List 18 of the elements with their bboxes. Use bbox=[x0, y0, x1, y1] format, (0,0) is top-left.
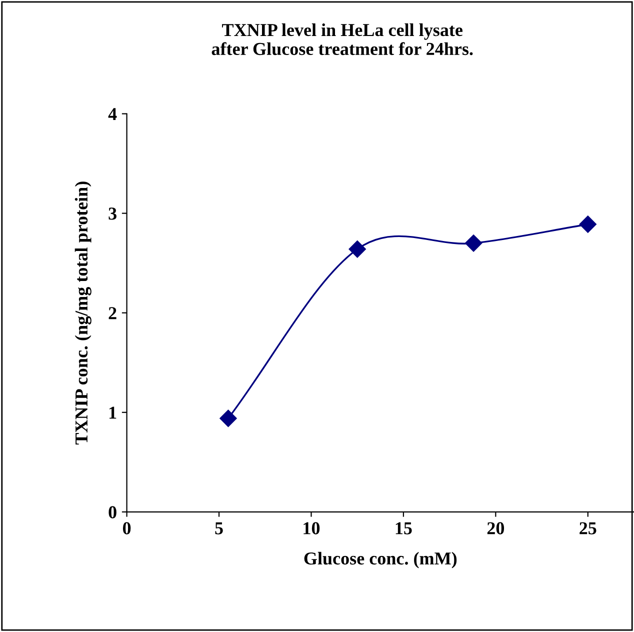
x-axis-title: Glucose conc. (mM) bbox=[304, 552, 457, 568]
y-tick-label: 2 bbox=[108, 307, 116, 320]
point bbox=[220, 410, 237, 427]
y-tick-label: 0 bbox=[108, 506, 116, 518]
x-tick-label: 15 bbox=[396, 522, 412, 534]
point bbox=[464, 234, 482, 252]
y-tick-label: 4 bbox=[108, 108, 117, 120]
y-tick-label: 3 bbox=[108, 208, 116, 220]
point bbox=[348, 240, 366, 258]
x-tick-label: 10 bbox=[304, 522, 320, 534]
chart-title: TXNIP level in HeLa cell lysate after Glucose treatment for 24hrs. bbox=[212, 23, 473, 56]
y-tick-label: 1 bbox=[109, 406, 116, 419]
x-tick-label: 5 bbox=[215, 522, 223, 534]
point bbox=[579, 216, 596, 233]
x-tick-label: 25 bbox=[580, 522, 596, 534]
y-axis-title: TXNIP conc. (ng/mg total protein) bbox=[74, 182, 92, 445]
x-tick-label: 0 bbox=[122, 522, 131, 534]
x-tick-label: 20 bbox=[487, 522, 504, 534]
